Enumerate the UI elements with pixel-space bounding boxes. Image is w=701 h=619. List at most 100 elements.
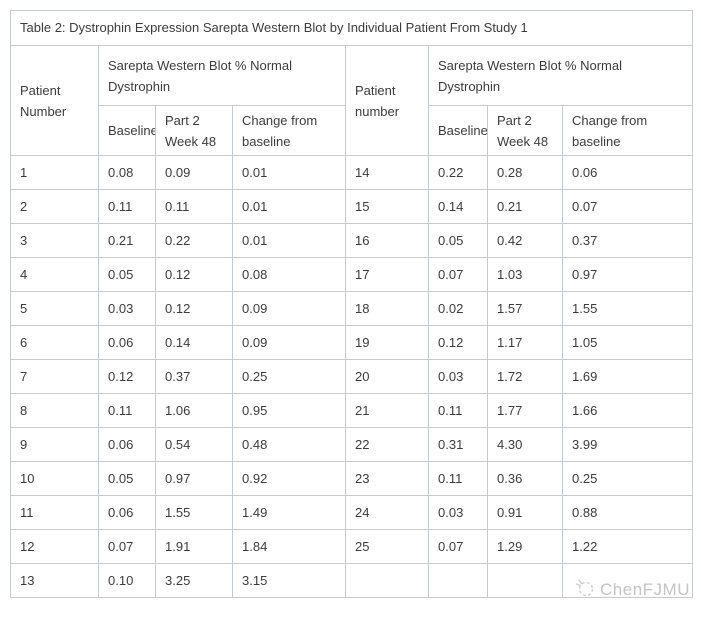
- baseline-cell-left: 0.06: [98, 325, 156, 360]
- table-row: 5 0.03 0.12 0.09 18 0.02 1.57 1.55: [10, 291, 693, 326]
- week48-cell-left: 0.54: [155, 427, 233, 462]
- week48-cell-right: 0.28: [487, 155, 563, 190]
- baseline-cell-right: 0.02: [428, 291, 488, 326]
- patient-number-cell-right: 17: [345, 257, 429, 292]
- week48-cell-left: 1.06: [155, 393, 233, 428]
- left-baseline-header: Baseline: [98, 105, 156, 156]
- patient-number-cell-left: 1: [10, 155, 99, 190]
- week48-cell-right: 1.29: [487, 529, 563, 564]
- right-patient-header: Patient number: [345, 45, 429, 156]
- patient-number-cell-right: 23: [345, 461, 429, 496]
- week48-cell-left: 0.11: [155, 189, 233, 224]
- patient-number-cell-left: 3: [10, 223, 99, 258]
- patient-number-cell-right: 19: [345, 325, 429, 360]
- change-cell-right: 0.06: [562, 155, 693, 190]
- patient-number-cell-left: 5: [10, 291, 99, 326]
- week48-cell-right: 4.30: [487, 427, 563, 462]
- baseline-cell-left: 0.07: [98, 529, 156, 564]
- left-group-header: Sarepta Western Blot % Normal Dystrophin: [98, 45, 346, 106]
- week48-cell-right: 0.21: [487, 189, 563, 224]
- week48-cell-right: 0.91: [487, 495, 563, 530]
- patient-number-cell-left: 9: [10, 427, 99, 462]
- patient-number-cell-right: 20: [345, 359, 429, 394]
- baseline-cell-left: 0.06: [98, 427, 156, 462]
- header-row-subcolumns: Baseline Part 2 Week 48 Change from base…: [11, 105, 693, 156]
- change-cell-right: 1.66: [562, 393, 693, 428]
- right-baseline-header: Baseline: [428, 105, 488, 156]
- patient-number-cell-left: 6: [10, 325, 99, 360]
- week48-cell-right: 0.36: [487, 461, 563, 496]
- patient-number-cell-right: 25: [345, 529, 429, 564]
- week48-cell-right: 0.42: [487, 223, 563, 258]
- change-cell-left: 0.09: [232, 325, 346, 360]
- baseline-cell-right: 0.14: [428, 189, 488, 224]
- baseline-cell-right: 0.11: [428, 461, 488, 496]
- baseline-cell-left: 0.11: [98, 393, 156, 428]
- change-cell-left: 0.08: [232, 257, 346, 292]
- patient-number-cell-left: 7: [10, 359, 99, 394]
- patient-number-cell-right: 22: [345, 427, 429, 462]
- change-cell-left: 0.01: [232, 155, 346, 190]
- change-cell-left: 0.95: [232, 393, 346, 428]
- patient-number-cell-left: 4: [10, 257, 99, 292]
- left-change-header: Change from baseline: [232, 105, 346, 156]
- baseline-cell-right: [428, 563, 488, 598]
- baseline-cell-left: 0.06: [98, 495, 156, 530]
- week48-cell-left: 0.97: [155, 461, 233, 496]
- change-cell-right: 0.97: [562, 257, 693, 292]
- week48-cell-right: 1.72: [487, 359, 563, 394]
- patient-number-cell-right: [345, 563, 429, 598]
- title-row: Table 2: Dystrophin Expression Sarepta W…: [10, 10, 693, 46]
- right-change-header: Change from baseline: [562, 105, 693, 156]
- week48-cell-left: 1.91: [155, 529, 233, 564]
- table-title: Table 2: Dystrophin Expression Sarepta W…: [10, 10, 693, 46]
- header-row-groups: Patient Number Sarepta Western Blot % No…: [10, 45, 693, 156]
- dystrophin-expression-table: Table 2: Dystrophin Expression Sarepta W…: [10, 10, 693, 598]
- patient-number-cell-right: 18: [345, 291, 429, 326]
- change-cell-right: 1.69: [562, 359, 693, 394]
- patient-number-cell-right: 14: [345, 155, 429, 190]
- change-cell-right: 1.22: [562, 529, 693, 564]
- change-cell-left: 0.25: [232, 359, 346, 394]
- table-row: 2 0.11 0.11 0.01 15 0.14 0.21 0.07: [10, 189, 693, 224]
- right-group-header: Sarepta Western Blot % Normal Dystrophin: [428, 45, 693, 106]
- change-cell-left: 1.49: [232, 495, 346, 530]
- baseline-cell-right: 0.31: [428, 427, 488, 462]
- table-row: 3 0.21 0.22 0.01 16 0.05 0.42 0.37: [10, 223, 693, 258]
- baseline-cell-left: 0.10: [98, 563, 156, 598]
- change-cell-left: 0.92: [232, 461, 346, 496]
- week48-cell-left: 0.37: [155, 359, 233, 394]
- table-row: 6 0.06 0.14 0.09 19 0.12 1.17 1.05: [10, 325, 693, 360]
- table-row: 12 0.07 1.91 1.84 25 0.07 1.29 1.22: [10, 529, 693, 564]
- baseline-cell-right: 0.05: [428, 223, 488, 258]
- week48-cell-right: 1.17: [487, 325, 563, 360]
- week48-cell-right: 1.57: [487, 291, 563, 326]
- left-week48-header: Part 2 Week 48: [155, 105, 233, 156]
- baseline-cell-left: 0.12: [98, 359, 156, 394]
- baseline-cell-left: 0.03: [98, 291, 156, 326]
- baseline-cell-right: 0.07: [428, 257, 488, 292]
- table-row: 10 0.05 0.97 0.92 23 0.11 0.36 0.25: [10, 461, 693, 496]
- patient-number-cell-left: 10: [10, 461, 99, 496]
- patient-number-cell-left: 13: [10, 563, 99, 598]
- week48-cell-left: 0.09: [155, 155, 233, 190]
- right-week48-header: Part 2 Week 48: [487, 105, 563, 156]
- change-cell-right: [562, 563, 693, 598]
- table-row: 9 0.06 0.54 0.48 22 0.31 4.30 3.99: [10, 427, 693, 462]
- change-cell-left: 0.01: [232, 223, 346, 258]
- table-body: 1 0.08 0.09 0.01 14 0.22 0.28 0.06 2 0.1…: [10, 155, 693, 598]
- table-row: 1 0.08 0.09 0.01 14 0.22 0.28 0.06: [10, 155, 693, 190]
- table-header: Table 2: Dystrophin Expression Sarepta W…: [10, 10, 693, 156]
- patient-number-cell-left: 12: [10, 529, 99, 564]
- week48-cell-right: 1.03: [487, 257, 563, 292]
- baseline-cell-left: 0.05: [98, 257, 156, 292]
- patient-number-cell-right: 24: [345, 495, 429, 530]
- baseline-cell-right: 0.03: [428, 359, 488, 394]
- change-cell-left: 3.15: [232, 563, 346, 598]
- change-cell-right: 0.25: [562, 461, 693, 496]
- baseline-cell-left: 0.05: [98, 461, 156, 496]
- patient-number-cell-right: 15: [345, 189, 429, 224]
- baseline-cell-right: 0.22: [428, 155, 488, 190]
- baseline-cell-right: 0.12: [428, 325, 488, 360]
